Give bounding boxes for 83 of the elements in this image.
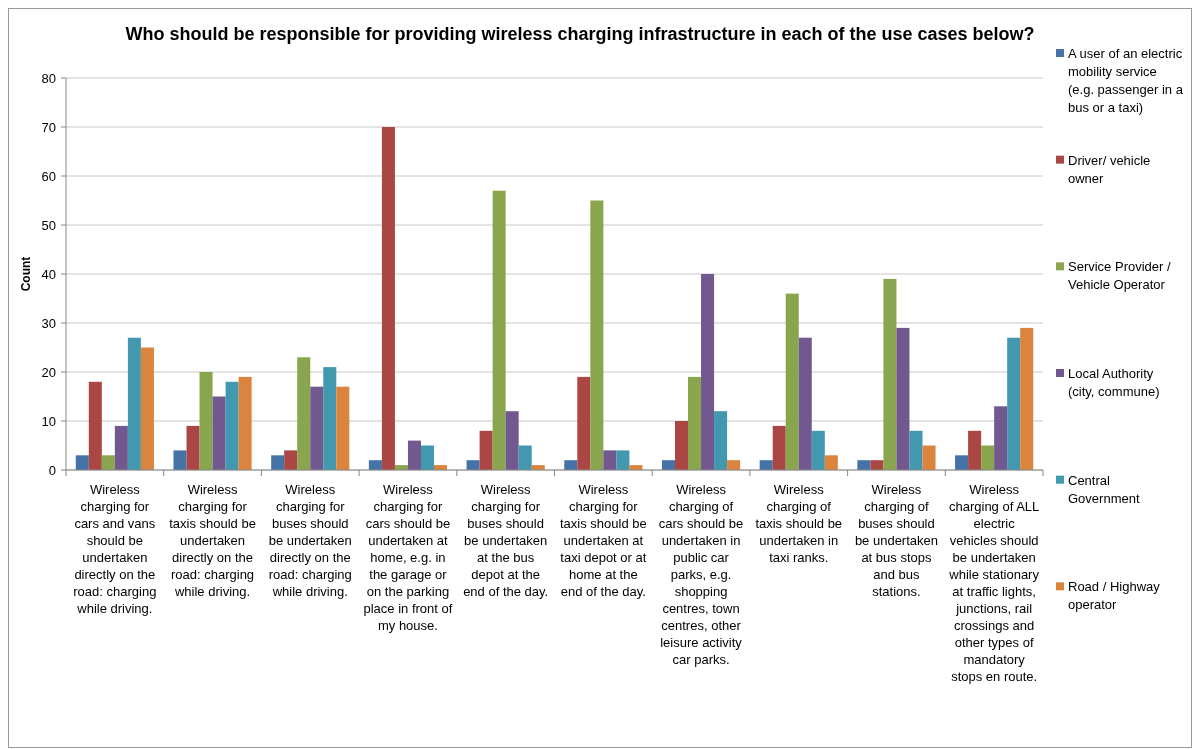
bar [114,425,128,470]
bar [420,445,434,470]
bar [1007,337,1021,470]
bar [381,127,395,470]
y-tick-label: 70 [41,119,56,135]
bar [407,440,421,470]
bar [896,327,910,470]
legend-label: Local Authority (city, commune) [1068,366,1160,399]
bar [271,455,285,470]
x-tick-label: Wireless charging for taxis should be undertaken at taxi depot or at home at the end of the day. [559,482,647,599]
bar [590,200,604,470]
bar [336,386,350,470]
bar [922,445,936,470]
x-tick-label: Wireless charging for buses should be undertaken at the bus depot at the end of the day. [463,482,549,599]
x-tick-label: Wireless charging of taxis should be undertaken in taxi ranks. [755,482,843,565]
bar [675,421,689,470]
y-tick-label: 30 [41,315,56,331]
bar [785,293,799,470]
y-tick-label: 10 [41,413,56,429]
y-tick-label: 40 [41,266,56,282]
bar [616,450,630,470]
bar [1020,327,1034,470]
bar [284,450,298,470]
category-label: Wireless charging of cars should be undertaken in public car parks, e.g. shopping centres, town centres, other leisure activity car parks. [658,482,744,667]
y-tick-label: 0 [48,462,56,478]
bar [772,425,786,470]
legend-label: A user of an electric mobility service (e.g. passenger in a bus or a taxi) [1068,46,1184,115]
bar [661,460,675,470]
bar [186,425,200,470]
x-tick-label: Wireless charging of buses should be undertaken at bus stops and bus stations. [854,482,939,599]
bar [75,455,89,470]
bar [225,381,239,470]
bar [564,460,578,470]
bar [518,445,532,470]
bar [968,430,982,470]
bar [140,347,154,470]
bar [577,376,591,470]
bar [811,430,825,470]
bar [688,376,702,470]
bar [297,357,311,470]
bar [701,274,715,470]
bar [368,460,382,470]
bar [798,337,812,470]
x-tick-label: Wireless charging for taxis should be undertaken directly on the road: charging while driving. [169,482,256,599]
y-axis-title: Count [19,256,33,292]
legend-label: Driver/ vehicle owner [1068,152,1151,186]
bar [323,367,337,470]
bar [714,411,728,470]
bar [955,455,969,470]
bar [101,455,115,470]
chart-title: Who should be responsible for providing wireless charging infrastructure in each of the use cases below? [125,24,1035,44]
bar [310,386,324,470]
bar [857,460,871,470]
y-tick-label: 60 [41,168,56,184]
bar [127,337,141,470]
bar [492,190,506,470]
y-tick-label: 80 [41,70,56,86]
bar [466,460,480,470]
bar [238,376,252,470]
bar [173,450,187,470]
x-tick-label: Wireless charging for cars and vans should be undertaken directly on the road: charging while driving. [73,482,157,616]
bar [883,278,897,470]
legend-label: Road / Highway operator [1068,579,1161,613]
bar [870,460,884,470]
bar [981,445,995,470]
bar [824,455,838,470]
bar [505,411,519,470]
category-label: Wireless charging of ALL electric vehicles should be undertaken while stationary at traffic lights, junctions, rail crossings and other types of mandatory stops en route. [948,482,1040,684]
bar [88,381,102,470]
bar [479,430,493,470]
category-label: Wireless charging for cars should be undertaken at home, e.g. in the garage or on the parking place in front of my house. [363,482,453,633]
bar [212,396,226,470]
bar [199,372,213,470]
x-tick-label: Wireless charging for buses should be undertaken directly on the road: charging while driving. [268,482,352,599]
legend-label: Central Government [1068,472,1140,506]
bar [909,430,923,470]
y-tick-label: 20 [41,364,56,380]
bar [727,460,741,470]
legend-label: Service Provider / Vehicle Operator [1068,259,1171,293]
y-tick-label: 50 [41,217,56,233]
bar [994,406,1008,470]
bar [603,450,617,470]
bar [759,460,773,470]
